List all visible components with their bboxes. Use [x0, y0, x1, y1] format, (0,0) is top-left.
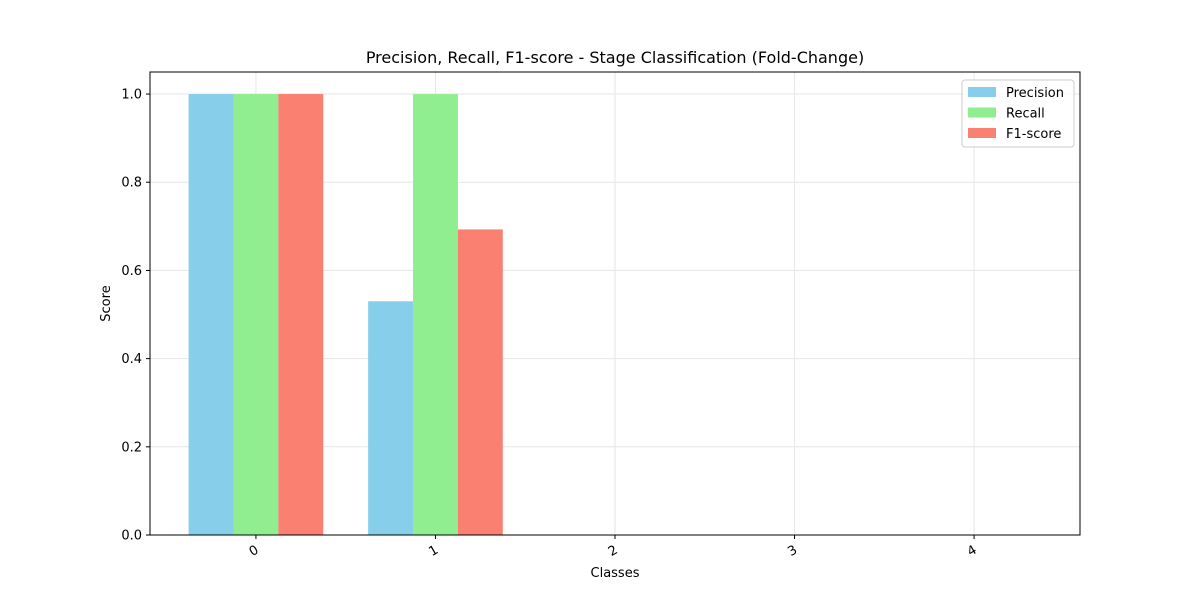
legend-entry-label: F1-score — [1006, 127, 1061, 142]
legend-swatch — [968, 87, 996, 97]
y-tick-label: 0.0 — [121, 529, 142, 544]
bar-recall-class-1 — [413, 94, 458, 536]
bar-f1-score-class-1 — [457, 229, 503, 536]
legend-swatch — [968, 107, 996, 118]
bar-precision-class-0 — [188, 94, 234, 536]
y-tick-label: 0.8 — [121, 176, 142, 191]
y-tick-label: 0.4 — [121, 352, 142, 367]
x-tick-label: 0 — [247, 543, 262, 560]
legend-swatch — [968, 128, 996, 138]
y-tick-label: 0.2 — [121, 440, 142, 455]
legend: Precision Recall F1-score — [961, 79, 1075, 148]
y-tick-label: 1.0 — [121, 88, 142, 103]
legend-entry-label: Recall — [1006, 107, 1045, 122]
chart-title: Precision, Recall, F1-score - Stage Clas… — [366, 48, 864, 67]
bar-precision-class-1 — [368, 301, 414, 535]
x-tick-label: 1 — [426, 543, 441, 560]
y-tick-label: 0.6 — [121, 264, 142, 279]
x-tick-label: 2 — [606, 543, 621, 560]
x-tick-label: 4 — [965, 543, 980, 560]
legend-entry-label: Precision — [1006, 86, 1064, 101]
bar-f1-score-class-0 — [278, 94, 324, 536]
bars-layer — [188, 94, 503, 536]
bar-recall-class-0 — [233, 94, 279, 536]
x-tick-label: 3 — [785, 543, 800, 560]
x-axis-label: Classes — [591, 566, 640, 581]
y-axis-label: Score — [99, 285, 114, 321]
